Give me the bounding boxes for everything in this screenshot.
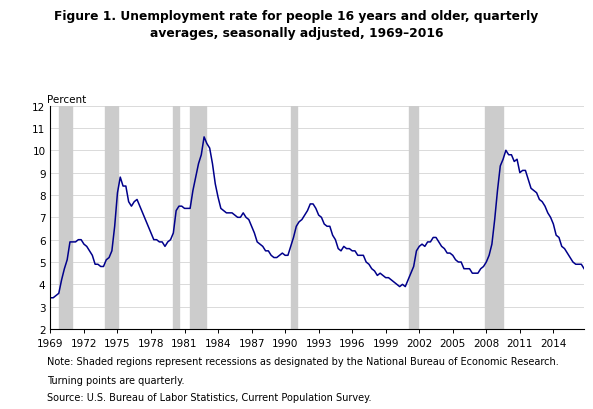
Text: Percent: Percent [47, 94, 87, 104]
Bar [409, 106, 418, 329]
Bar [106, 106, 119, 329]
Bar [190, 106, 206, 329]
Text: Note: Shaded regions represent recessions as designated by the National Bureau o: Note: Shaded regions represent recession… [47, 356, 559, 366]
Text: averages, seasonally adjusted, 1969–2016: averages, seasonally adjusted, 1969–2016 [150, 27, 443, 40]
Bar [59, 106, 72, 329]
Bar [291, 106, 297, 329]
Text: Figure 1. Unemployment rate for people 16 years and older, quarterly: Figure 1. Unemployment rate for people 1… [55, 10, 538, 23]
Text: Turning points are quarterly.: Turning points are quarterly. [47, 375, 185, 385]
Bar [485, 106, 503, 329]
Bar [173, 106, 179, 329]
Text: Source: U.S. Bureau of Labor Statistics, Current Population Survey.: Source: U.S. Bureau of Labor Statistics,… [47, 392, 372, 402]
